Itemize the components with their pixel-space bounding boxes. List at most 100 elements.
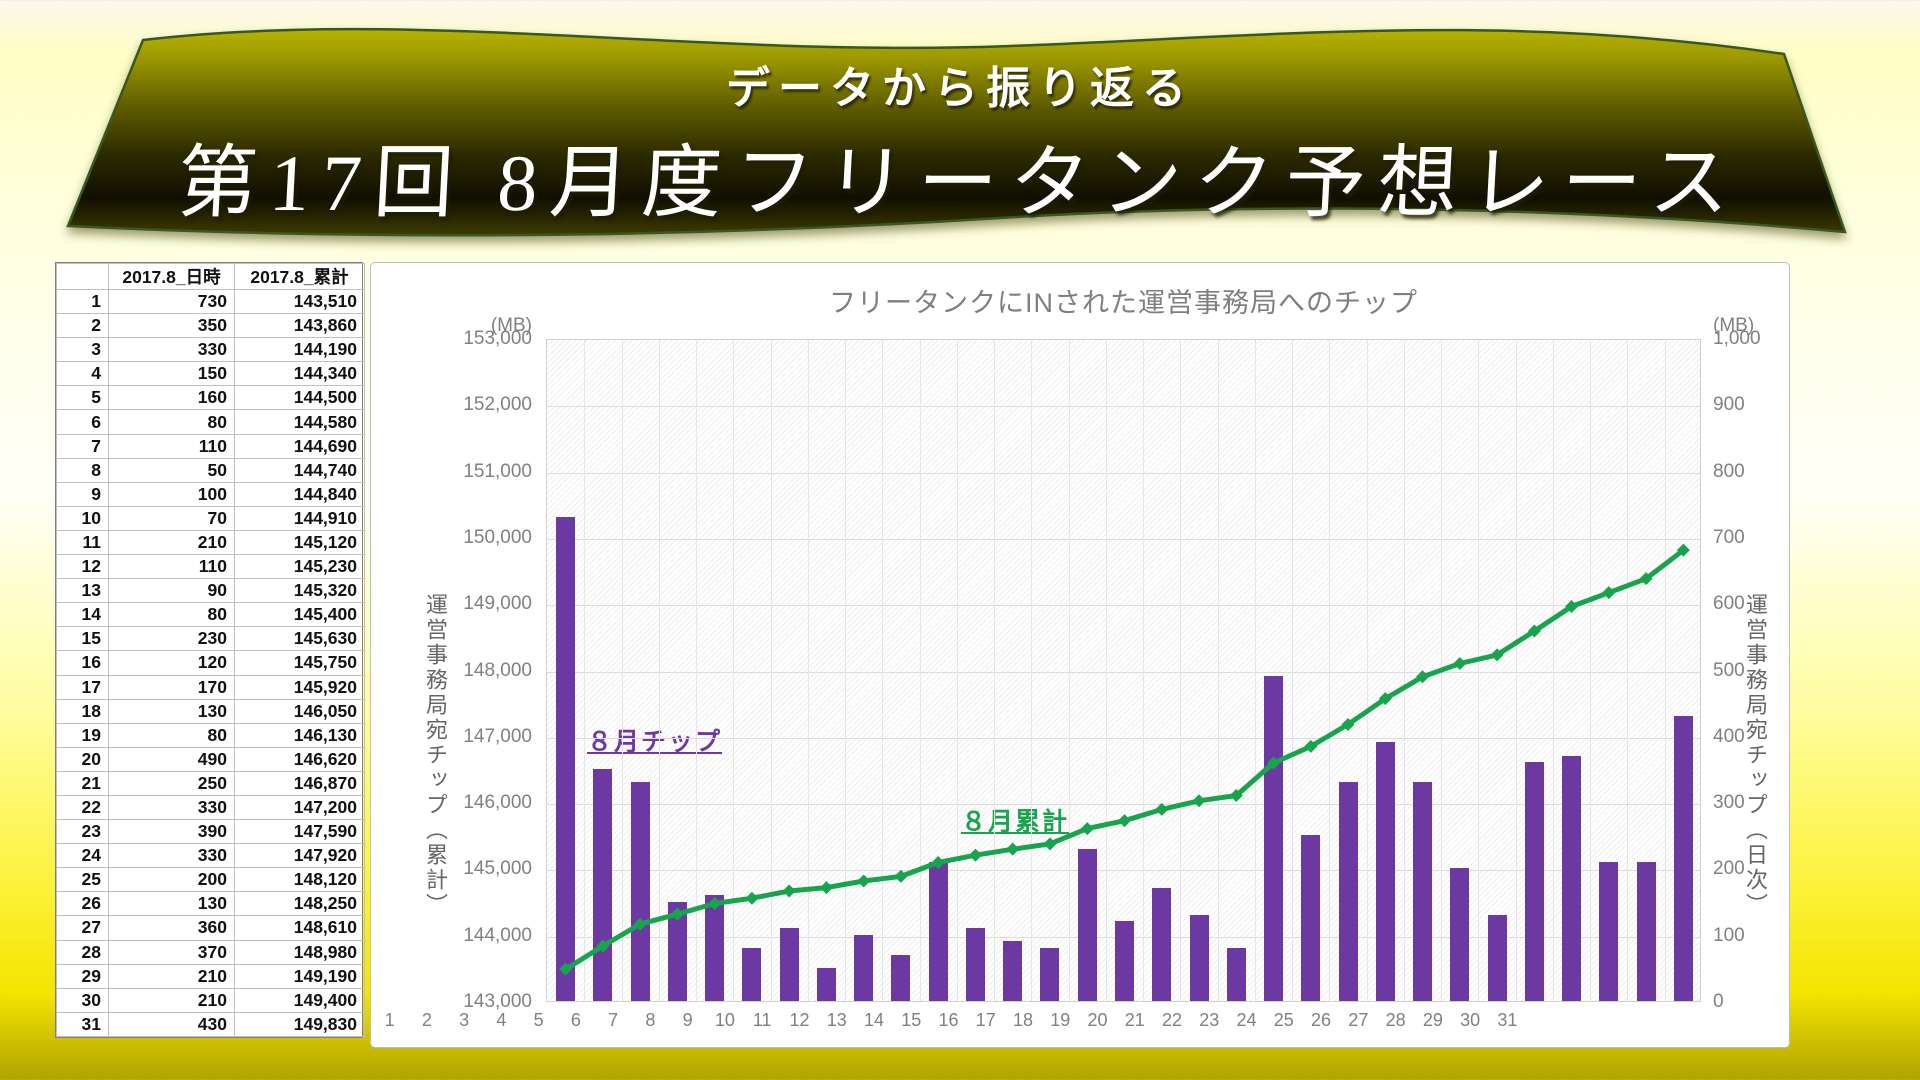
table-cell-day: 5 (56, 385, 109, 411)
gridline-vertical (1180, 340, 1182, 1001)
bar-day-16 (1115, 921, 1134, 1001)
table-cell-cumulative: 143,510 (234, 288, 365, 315)
line-marker-day-25 (1453, 657, 1467, 671)
table-cell-cumulative: 149,830 (234, 1011, 365, 1038)
bar-day-6 (742, 947, 762, 1001)
table-row: 6 80 144,580 (56, 409, 365, 435)
left-axis-tick: 146,000 (463, 792, 532, 814)
right-axis-tick: 500 (1713, 659, 1745, 681)
line-marker-day-2 (596, 939, 610, 953)
table-cell-daily: 230 (108, 626, 235, 652)
table-row: 24 330 147,920 (56, 843, 365, 869)
table-cell-cumulative: 146,620 (234, 746, 365, 772)
table-cell-cumulative: 143,860 (234, 313, 365, 339)
table-cell-cumulative: 144,740 (234, 457, 365, 483)
x-axis-label: 19 (1050, 1010, 1071, 1030)
gridline-vertical (696, 340, 698, 1001)
gridline-vertical (882, 340, 884, 1001)
table-cell-daily: 100 (108, 481, 235, 507)
line-marker-day-17 (1155, 802, 1169, 816)
table-row: 3 330 144,190 (56, 337, 365, 363)
gridline-vertical (845, 340, 847, 1001)
table-header-row: 2017.8_日時 2017.8_累計 (56, 263, 365, 290)
line-marker-day-7 (782, 884, 796, 898)
table-cell-day: 4 (56, 361, 109, 387)
table-cell-day: 10 (56, 505, 109, 531)
table-cell-day: 16 (56, 650, 109, 676)
gridline-horizontal (547, 671, 1700, 673)
table-cell-day: 1 (56, 288, 109, 315)
right-axis-title: 運営事務局宛チップ（日次） (1743, 593, 1768, 918)
left-axis-tick: 147,000 (463, 725, 532, 747)
table-cell-day: 23 (56, 819, 109, 845)
line-marker-day-10 (894, 869, 908, 883)
x-axis-label: 30 (1460, 1010, 1481, 1030)
gridline-horizontal (547, 737, 1700, 739)
table-row: 27 360 148,610 (56, 915, 365, 941)
slide-title: 第17回 8月度フリータンク予想レース (175, 140, 1744, 228)
data-table: 2017.8_日時 2017.8_累計 1 730 143,510 2 350 143,8… (56, 263, 365, 1038)
x-axis-label: 24 (1236, 1010, 1257, 1030)
table-cell-day: 28 (56, 939, 109, 965)
bar-day-1 (556, 517, 576, 1001)
table-cell-day: 9 (56, 481, 109, 507)
table-row: 12 110 145,230 (56, 554, 365, 580)
line-marker-day-24 (1416, 670, 1430, 684)
table-cell-cumulative: 147,920 (234, 843, 365, 869)
slide-subtitle: データから振り返る (726, 64, 1194, 113)
table-cell-daily: 170 (108, 674, 235, 700)
table-cell-cumulative: 146,130 (234, 722, 365, 748)
table-cell-cumulative: 148,120 (234, 867, 365, 893)
line-path (564, 548, 1685, 972)
table-cell-daily: 210 (108, 963, 235, 989)
gridline-horizontal (547, 406, 1700, 408)
table-cell-cumulative: 144,580 (234, 409, 365, 435)
table-cell-daily: 350 (108, 313, 235, 339)
gridline-vertical (1254, 340, 1256, 1001)
gridline-horizontal (547, 804, 1700, 806)
table-cell-cumulative: 148,250 (234, 891, 365, 917)
table-cell-cumulative: 144,840 (234, 481, 365, 507)
table-cell-cumulative: 149,190 (234, 963, 365, 989)
table-row: 25 200 148,120 (56, 867, 365, 893)
table-cell-day: 26 (56, 891, 109, 917)
plot-area: ８月チップ ８月累計 (546, 339, 1701, 1002)
title-banner: データから振り返る 第17回 8月度フリータンク予想レース (0, 0, 1920, 260)
table-row: 17 170 145,920 (56, 674, 365, 700)
table-cell-daily: 110 (108, 433, 235, 459)
left-axis-title: 運営事務局宛チップ（累計） (423, 593, 448, 918)
table-row: 13 90 145,320 (56, 578, 365, 604)
right-axis-tick: 800 (1713, 460, 1745, 482)
left-axis-tick: 145,000 (463, 858, 532, 880)
gridline-vertical (1664, 340, 1666, 1001)
x-axis-label: 15 (901, 1010, 922, 1030)
table-cell-cumulative: 147,590 (234, 819, 365, 845)
table-cell-daily: 150 (108, 361, 235, 387)
gridline-vertical (1478, 340, 1480, 1001)
gridline-vertical (1627, 340, 1629, 1001)
table-cell-day: 8 (56, 457, 109, 483)
table-row: 28 370 148,980 (56, 939, 365, 965)
x-axis-label: 17 (975, 1010, 996, 1030)
table-cell-day: 20 (56, 746, 109, 772)
gridline-vertical (1403, 340, 1405, 1001)
gridline-vertical (1292, 340, 1294, 1001)
table-row: 5 160 144,500 (56, 385, 365, 411)
right-axis-tick: 100 (1713, 924, 1745, 946)
table-cell-day: 21 (56, 770, 109, 796)
line-marker-day-5 (708, 897, 722, 911)
right-axis-tick: 1,000 (1713, 328, 1761, 349)
table-cell-daily: 130 (108, 891, 235, 917)
table-cell-cumulative: 145,920 (234, 674, 365, 700)
table-cell-daily: 200 (108, 867, 235, 893)
right-axis-tick: 0 (1713, 991, 1724, 1012)
table-cell-cumulative: 146,870 (234, 770, 365, 796)
right-axis-tick: 200 (1713, 858, 1745, 880)
table-cell-cumulative: 147,200 (234, 794, 365, 821)
bar-day-14 (1040, 947, 1060, 1001)
line-marker-day-29 (1602, 586, 1616, 600)
left-axis-tick: 152,000 (463, 394, 532, 416)
x-axis-label: 21 (1124, 1010, 1145, 1030)
table-cell-day: 29 (56, 963, 109, 989)
gridline-vertical (1366, 340, 1368, 1001)
